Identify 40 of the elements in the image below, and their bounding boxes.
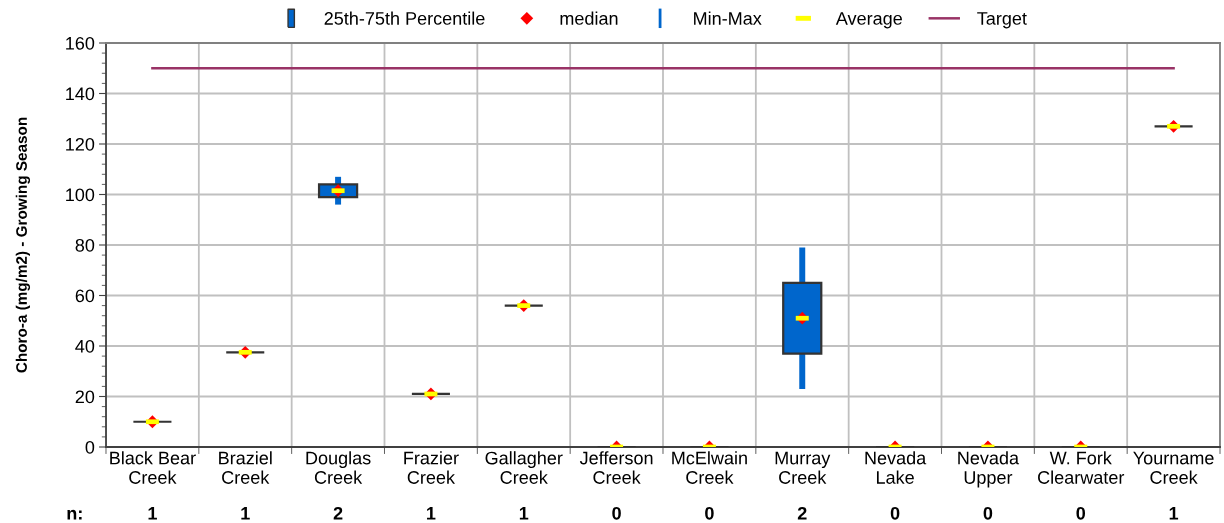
- text: 1: [519, 507, 529, 520]
- y-tick-label: 60: [75, 289, 95, 303]
- legend-label: Min-Max: [694, 11, 762, 25]
- y-tick-label: 100: [66, 188, 95, 202]
- x-tick-label: Nevada Lake: [865, 451, 927, 484]
- x-tick-label: Braziel Creek: [219, 451, 272, 484]
- y-axis-title: Choro-a (mg/m2) - Growing Season: [15, 117, 31, 373]
- text: 0: [612, 506, 621, 520]
- text: n:: [67, 509, 82, 520]
- y-tick-label: 160: [66, 36, 95, 50]
- text: 0: [1076, 506, 1086, 520]
- text: 0: [890, 506, 900, 520]
- text: 2: [797, 506, 807, 520]
- y-tick-label: 40: [75, 339, 95, 353]
- x-tick-label: Black Bear Creek: [110, 451, 196, 484]
- text: 1: [241, 507, 250, 520]
- x-tick-label: Frazier Creek: [404, 451, 459, 484]
- x-tick-label: Nevada Upper: [958, 451, 1020, 488]
- text: 1: [148, 507, 157, 520]
- x-tick-label: Gallagher Creek: [485, 451, 563, 484]
- x-tick-label: Murray Creek: [775, 451, 831, 484]
- x-tick-label: McElwain Creek: [672, 451, 747, 484]
- legend-label: Average: [835, 12, 902, 29]
- text: 0: [705, 506, 714, 520]
- x-tick-label: Jefferson Creek: [579, 451, 653, 484]
- x-tick-label: Douglas Creek: [306, 451, 371, 484]
- x-tick-label: W. Fork Clearwater: [1038, 451, 1125, 484]
- legend-label: Target: [977, 12, 1027, 29]
- y-tick-label: 120: [66, 137, 95, 151]
- text: 1: [1169, 507, 1179, 520]
- text: 2: [333, 506, 343, 520]
- y-tick-label: 80: [75, 238, 95, 252]
- y-tick-label: 140: [66, 87, 95, 101]
- text: 1: [427, 507, 436, 520]
- legend-label: 25th-75th Percentile: [324, 11, 485, 25]
- y-tick-label: 0: [85, 440, 95, 454]
- legend-label: median: [560, 11, 618, 25]
- y-tick-label: 20: [75, 390, 95, 404]
- x-tick-label: Yourname Creek: [1133, 451, 1214, 484]
- text: 0: [983, 506, 993, 520]
